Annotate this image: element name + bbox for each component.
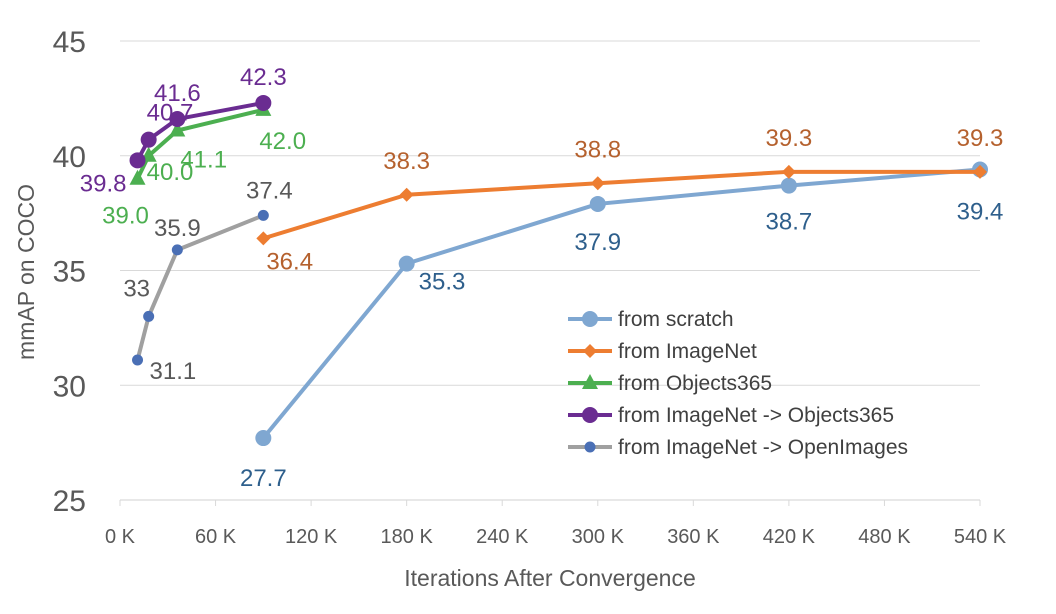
y-tick-label: 30 — [53, 370, 86, 403]
legend-item: from Objects365 — [568, 372, 772, 395]
data-label: 35.3 — [419, 269, 466, 296]
legend-item: from ImageNet — [568, 340, 757, 363]
data-label: 39.0 — [102, 203, 149, 230]
legend-marker — [582, 407, 598, 423]
x-axis-title: Iterations After Convergence — [404, 565, 696, 591]
data-point — [171, 244, 183, 256]
x-tick-label: 60 K — [195, 526, 237, 548]
y-tick-label: 45 — [53, 26, 86, 59]
data-point — [256, 231, 271, 246]
data-label: 40.7 — [147, 100, 194, 127]
data-label: 39.3 — [957, 125, 1004, 152]
data-point — [257, 209, 269, 221]
data-point — [129, 152, 146, 169]
series-line — [135, 100, 266, 163]
data-point — [398, 255, 415, 272]
x-tick-label: 120 K — [285, 526, 338, 548]
x-tick-label: 480 K — [858, 526, 911, 548]
data-label: 39.8 — [80, 170, 127, 197]
data-label: 38.3 — [383, 148, 430, 175]
data-label: 39.3 — [766, 125, 813, 152]
x-tick-label: 240 K — [476, 526, 529, 548]
data-label: 38.7 — [766, 209, 813, 236]
legend-marker — [584, 441, 596, 453]
data-point — [780, 177, 797, 194]
data-point — [143, 310, 155, 322]
data-label: 39.4 — [957, 199, 1004, 226]
data-point — [169, 111, 186, 128]
series — [129, 94, 988, 447]
data-label: 35.9 — [154, 215, 201, 242]
data-label: 41.1 — [180, 147, 227, 174]
data-point — [589, 195, 606, 212]
y-axis: 25 30 35 40 45 — [53, 26, 86, 518]
series-from-imagenet — [256, 164, 987, 246]
series-from-imagenet-objects365 — [129, 94, 272, 169]
data-point — [140, 131, 157, 148]
data-point — [781, 164, 796, 179]
data-point — [169, 121, 186, 137]
legend-label: from Objects365 — [618, 372, 772, 395]
legend-label: from ImageNet -> OpenImages — [618, 436, 908, 459]
legend-label: from ImageNet -> Objects365 — [618, 404, 894, 427]
data-label: 31.1 — [150, 358, 197, 385]
y-axis-title: mmAP on COCO — [13, 184, 39, 360]
data-point — [132, 354, 144, 366]
series-line — [261, 167, 982, 441]
y-tick-label: 40 — [53, 141, 86, 174]
legend: from scratch from ImageNet from Objects365… — [568, 308, 908, 459]
data-label: 38.8 — [574, 136, 621, 163]
legend-marker — [582, 374, 598, 389]
data-point — [590, 176, 605, 191]
x-tick-label: 360 K — [667, 526, 720, 548]
legend-item: from scratch — [568, 308, 734, 331]
data-labels: 27.7 35.3 37.9 38.7 39.4 36.4 38.3 38.8 39.3 39.3… — [80, 64, 1004, 492]
data-point — [129, 169, 146, 185]
data-point — [255, 430, 272, 447]
series-line — [135, 213, 266, 363]
data-label: 42.0 — [259, 128, 306, 155]
data-point — [973, 164, 987, 179]
legend-marker — [583, 344, 597, 358]
data-label: 37.9 — [574, 229, 621, 256]
data-label: 36.4 — [266, 248, 313, 275]
series-line — [261, 169, 982, 241]
x-tick-label: 420 K — [763, 526, 816, 548]
series-line — [135, 107, 266, 181]
x-tick-label: 540 K — [954, 526, 1007, 548]
legend-item: from ImageNet -> Objects365 — [568, 404, 894, 427]
x-tick-label: 0 K — [105, 526, 136, 548]
x-axis: 0 K 60 K 120 K 180 K 240 K 300 K 360 K 420 K 480… — [105, 499, 1007, 548]
data-label: 42.3 — [240, 64, 287, 91]
x-tick-label: 180 K — [381, 526, 434, 548]
data-point — [399, 187, 414, 202]
data-label: 40.0 — [147, 159, 194, 186]
y-tick-label: 25 — [53, 485, 86, 518]
series-from-imagenet-openimages — [132, 209, 269, 366]
data-point — [255, 94, 272, 111]
legend-item: from ImageNet -> OpenImages — [568, 436, 908, 459]
data-label: 41.6 — [154, 80, 201, 107]
data-label: 27.7 — [240, 465, 287, 492]
y-tick-label: 35 — [53, 256, 86, 289]
legend-marker — [582, 311, 598, 327]
legend-label: from ImageNet — [618, 340, 757, 363]
x-tick-label: 300 K — [572, 526, 625, 548]
legend-label: from scratch — [618, 308, 734, 331]
data-label: 37.4 — [246, 177, 293, 204]
grid — [120, 40, 980, 386]
data-label: 33 — [123, 275, 150, 302]
